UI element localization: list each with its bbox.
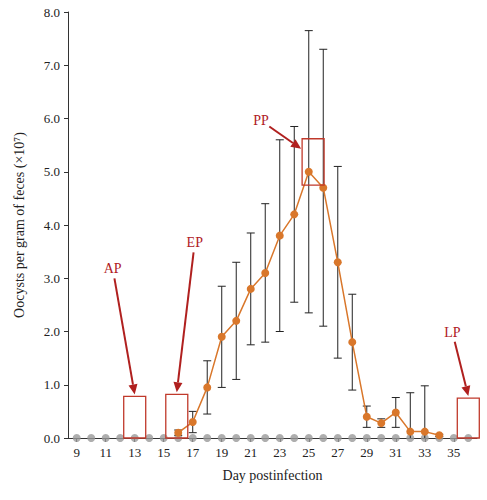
svg-text:17: 17 [186, 445, 200, 460]
svg-text:AP: AP [104, 261, 122, 276]
svg-text:23: 23 [273, 445, 286, 460]
svg-text:1.0: 1.0 [44, 377, 60, 392]
svg-text:35: 35 [447, 445, 460, 460]
svg-text:29: 29 [360, 445, 373, 460]
svg-text:8.0: 8.0 [44, 5, 60, 20]
svg-text:LP: LP [444, 325, 461, 340]
svg-text:27: 27 [331, 445, 345, 460]
svg-text:19: 19 [215, 445, 228, 460]
svg-text:Oocysts per gram of feces (×10: Oocysts per gram of feces (×10⁷) [12, 132, 28, 318]
svg-text:EP: EP [187, 235, 204, 250]
svg-text:4.0: 4.0 [44, 218, 60, 233]
svg-text:PP: PP [253, 113, 269, 128]
svg-text:21: 21 [244, 445, 257, 460]
svg-text:9: 9 [73, 445, 80, 460]
svg-text:31: 31 [389, 445, 402, 460]
svg-text:Day postinfection: Day postinfection [223, 468, 323, 483]
svg-text:15: 15 [157, 445, 170, 460]
svg-text:33: 33 [418, 445, 431, 460]
svg-text:3.0: 3.0 [44, 271, 60, 286]
svg-text:2.0: 2.0 [44, 324, 60, 339]
svg-text:0.0: 0.0 [44, 431, 60, 446]
svg-text:25: 25 [302, 445, 315, 460]
svg-text:5.0: 5.0 [44, 164, 60, 179]
svg-text:7.0: 7.0 [44, 58, 60, 73]
svg-text:11: 11 [99, 445, 112, 460]
svg-text:6.0: 6.0 [44, 111, 60, 126]
svg-text:13: 13 [128, 445, 141, 460]
